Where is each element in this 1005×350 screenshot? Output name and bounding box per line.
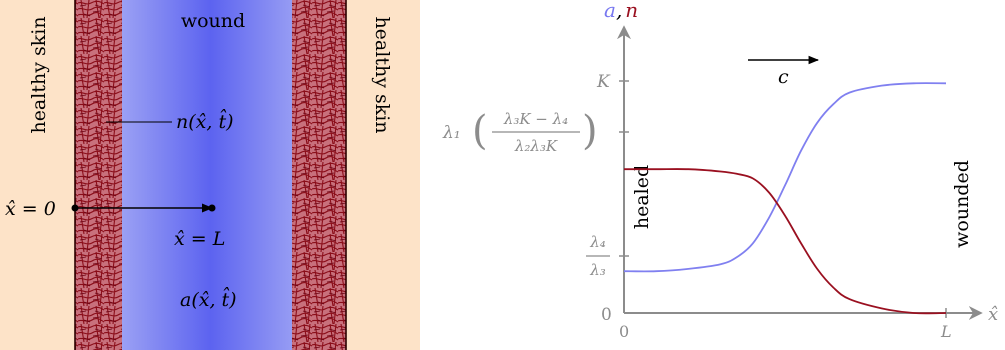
a-concentration-label: a(x̂, t̂): [180, 286, 237, 311]
healthy-skin-left-label: healthy skin: [28, 16, 50, 133]
left-paren: (: [472, 108, 488, 154]
x-L-label: x̂ = L: [174, 228, 225, 250]
x-zero-label: x̂ = 0: [5, 198, 56, 220]
a-series-line: [623, 82, 947, 273]
left-tissue-band: [75, 0, 122, 350]
healthy-skin-right-label: healthy skin: [371, 16, 393, 133]
y-axis-label-a: a: [604, 0, 616, 22]
wound-label: wound: [181, 10, 245, 32]
right-paren: ): [582, 108, 598, 154]
end-dot: [208, 204, 216, 212]
origin-dot: [71, 204, 79, 212]
tick-K-label: K: [596, 72, 611, 92]
n-series-line: [624, 168, 947, 315]
wound-diagram: healthy skin healthy skin wound n(x̂, t̂…: [0, 0, 420, 350]
y-axis-label-n: n: [625, 0, 638, 22]
y-axis-label: a, n: [604, 0, 638, 22]
upper-level-prefix: λ₁: [442, 123, 461, 143]
right-tissue-band: [292, 0, 346, 350]
lower-level-expression: λ₄ λ₃: [586, 233, 610, 279]
upper-level-denominator: λ₂λ₃K: [514, 137, 558, 155]
lower-level-numerator: λ₄: [589, 233, 606, 251]
upper-level-numerator: λ₃K − λ₄: [503, 110, 568, 128]
y-axis-label-sep: ,: [616, 0, 622, 22]
upper-level-expression: λ₁ ( λ₃K − λ₄ λ₂λ₃K ): [442, 108, 598, 155]
wounded-region-label: wounded: [951, 160, 973, 248]
n-density-label: n(x̂, t̂): [176, 108, 234, 133]
travelling-wave-plot: a, n K 0 0 L x̂ λ₁ ( λ₃K − λ₄ λ₂λ₃K ) λ₄ …: [442, 0, 998, 341]
x-axis-label: x̂: [988, 304, 998, 325]
wave-speed-label: c: [778, 66, 789, 88]
tick-zero-y-label: 0: [601, 305, 612, 325]
tick-L-label: L: [940, 322, 952, 341]
lower-level-denominator: λ₃: [589, 261, 606, 279]
healed-region-label: healed: [631, 165, 653, 229]
tick-zero-x-label: 0: [619, 322, 629, 341]
